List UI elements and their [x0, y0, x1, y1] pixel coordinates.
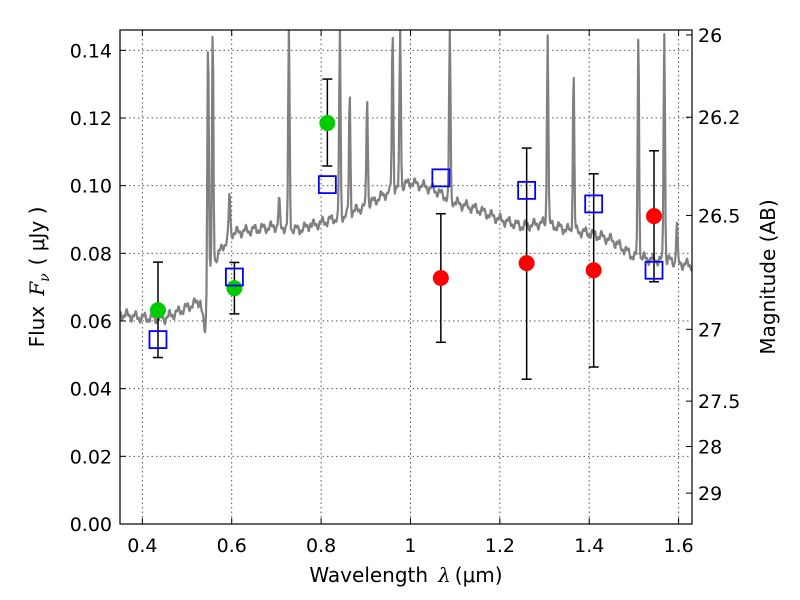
- data-point-circle: [149, 302, 166, 319]
- model-spectrum-line: [120, 30, 692, 334]
- y-tick-label: 0.12: [70, 108, 112, 130]
- mag-tick-label: 27: [698, 319, 722, 341]
- y-axis-right: 26 26.2 26.5 27 27.5 28 29: [686, 25, 740, 505]
- y-tick-label: 0.00: [70, 514, 112, 536]
- y-tick-label: 0.08: [70, 243, 112, 265]
- y-axis-title: FluxFν( μJy ): [25, 207, 53, 348]
- data-markers: [148, 115, 664, 349]
- data-point-circle: [518, 255, 535, 272]
- model-point-square: [644, 260, 664, 280]
- mag-tick-label: 26.5: [698, 205, 740, 227]
- x-axis: 0.4 0.6 0.8 1 1.2 1.4 1.6: [127, 30, 694, 557]
- model-point-square: [224, 267, 244, 287]
- y-tick-label: 0.06: [70, 311, 112, 333]
- y2-axis-title: Magnitude (AB): [756, 199, 780, 354]
- x-tick-label: 1: [404, 535, 416, 557]
- x-tick-label: 1.2: [485, 535, 515, 557]
- model-point-square: [517, 180, 537, 200]
- y-tick-label: 0.04: [70, 379, 112, 401]
- x-tick-label: 1.4: [574, 535, 604, 557]
- y-tick-label: 0.14: [70, 40, 112, 62]
- data-point-circle: [226, 280, 243, 297]
- data-point-circle: [319, 115, 336, 132]
- x-tick-label: 0.6: [217, 535, 247, 557]
- data-point-circle: [646, 208, 663, 225]
- mag-tick-label: 28: [698, 436, 722, 458]
- plot-frame: [119, 29, 693, 525]
- mag-tick-label: 26.2: [698, 107, 740, 129]
- data-point-circle: [585, 262, 602, 279]
- model-point-square: [148, 330, 168, 349]
- x-tick-label: 0.4: [127, 535, 157, 557]
- model-point-square: [584, 194, 604, 214]
- x-tick-label: 0.8: [306, 535, 336, 557]
- x-axis-title: Wavelength λ (μm): [309, 563, 502, 587]
- model-point-square: [317, 175, 337, 195]
- y-tick-label: 0.02: [70, 446, 112, 468]
- mag-tick-label: 29: [698, 483, 722, 505]
- mag-tick-label: 27.5: [698, 391, 740, 413]
- model-point-square: [431, 168, 451, 188]
- data-point-circle: [432, 270, 449, 287]
- y-axis-left: 0.00 0.02 0.04 0.06 0.08 0.10 0.12 0.14: [70, 40, 126, 536]
- mag-tick-label: 26: [698, 25, 722, 47]
- x-tick-label: 1.6: [663, 535, 693, 557]
- grid: [120, 30, 692, 524]
- y-tick-label: 0.10: [70, 176, 112, 198]
